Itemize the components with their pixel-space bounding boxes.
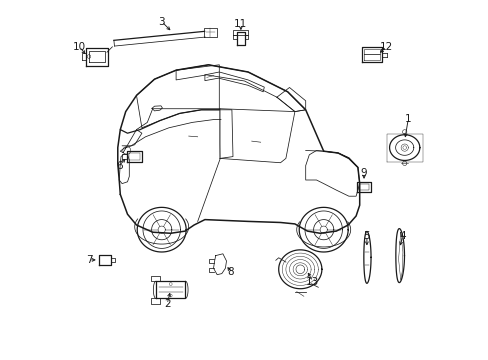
Text: 5: 5	[363, 231, 369, 241]
Text: 7: 7	[85, 255, 92, 265]
Text: 13: 13	[305, 276, 319, 287]
Text: 1: 1	[404, 114, 411, 124]
Text: 8: 8	[227, 267, 234, 277]
Text: 12: 12	[379, 42, 392, 52]
Text: 9: 9	[360, 168, 366, 178]
Text: 10: 10	[73, 42, 86, 52]
Text: 3: 3	[158, 17, 164, 27]
Text: 11: 11	[234, 19, 247, 30]
Text: 6: 6	[116, 161, 122, 171]
Text: 4: 4	[399, 231, 406, 241]
Text: 2: 2	[163, 299, 170, 309]
